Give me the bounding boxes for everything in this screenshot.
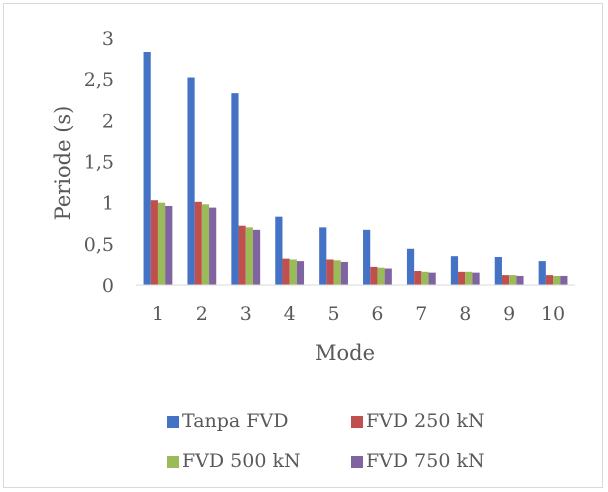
bar-tanpa-fvd-mode-10 — [538, 261, 546, 285]
y-tick-label: 1 — [102, 193, 114, 215]
bar-fvd-750-kn-mode-9 — [516, 275, 524, 285]
plot-area — [143, 51, 568, 286]
bar-fvd-500-kn-mode-10 — [553, 275, 561, 285]
x-axis-ticks: 1 2 3 4 5 6 7 8 9 10 — [152, 303, 565, 325]
bar-fvd-750-kn-mode-4 — [296, 261, 305, 285]
chart-frame — [3, 3, 603, 488]
bar-fvd-750-kn-mode-7 — [428, 272, 436, 285]
bar-fvd-500-kn-mode-3 — [245, 227, 253, 285]
bar-fvd-250-kn-mode-9 — [501, 275, 510, 285]
legend-label: FVD 750 kN — [366, 450, 485, 472]
legend-label: Tanpa FVD — [182, 410, 288, 432]
bar-tanpa-fvd-mode-9 — [494, 257, 502, 285]
y-tick-label: 0 — [102, 275, 114, 297]
x-tick-label: 1 — [152, 303, 164, 325]
x-tick-label: 10 — [541, 303, 565, 325]
bar-fvd-250-kn-mode-6 — [370, 266, 378, 285]
bar-tanpa-fvd-mode-8 — [450, 256, 459, 285]
y-axis-ticks: 0 0,5 1 1,5 2 2,5 3 — [84, 28, 114, 297]
bar-fvd-750-kn-mode-2 — [209, 207, 217, 285]
legend-swatch-tanpa-fvd — [167, 416, 179, 428]
bar-fvd-250-kn-mode-1 — [150, 200, 158, 285]
bar-fvd-250-kn-mode-5 — [326, 259, 334, 285]
bar-fvd-500-kn-mode-7 — [421, 271, 429, 285]
x-tick-label: 3 — [240, 303, 252, 325]
x-tick-label: 9 — [503, 303, 515, 325]
bar-fvd-750-kn-mode-8 — [472, 272, 480, 285]
bar-tanpa-fvd-mode-7 — [406, 248, 415, 285]
legend-label: FVD 500 kN — [182, 450, 301, 472]
y-tick-label: 2,5 — [84, 69, 114, 91]
bar-tanpa-fvd-mode-4 — [275, 216, 283, 285]
bar-tanpa-fvd-mode-5 — [319, 227, 327, 285]
x-tick-label: 4 — [284, 303, 296, 325]
bar-fvd-250-kn-mode-3 — [238, 225, 246, 285]
x-tick-label: 8 — [459, 303, 471, 325]
bar-fvd-500-kn-mode-9 — [509, 275, 517, 285]
bar-fvd-500-kn-mode-2 — [201, 204, 210, 285]
legend-swatch-fvd-500-kn — [167, 456, 179, 468]
bar-fvd-500-kn-mode-1 — [157, 202, 166, 285]
bar-fvd-750-kn-mode-5 — [340, 261, 348, 285]
y-tick-label: 0,5 — [84, 234, 114, 256]
bar-fvd-500-kn-mode-8 — [465, 271, 473, 285]
x-axis-title: Mode — [315, 341, 375, 365]
bar-tanpa-fvd-mode-6 — [363, 229, 371, 285]
y-tick-label: 2 — [102, 110, 114, 132]
x-tick-label: 6 — [371, 303, 383, 325]
bar-fvd-750-kn-mode-10 — [560, 275, 568, 285]
legend-swatch-fvd-750-kn — [351, 456, 363, 468]
legend-swatch-fvd-250-kn — [351, 416, 363, 428]
x-tick-label: 5 — [328, 303, 340, 325]
bar-fvd-500-kn-mode-5 — [333, 260, 341, 285]
bar-fvd-500-kn-mode-6 — [377, 267, 385, 285]
bar-fvd-500-kn-mode-4 — [289, 259, 297, 285]
x-tick-label: 7 — [415, 303, 427, 325]
bar-tanpa-fvd-mode-1 — [143, 51, 151, 285]
bar-fvd-750-kn-mode-6 — [384, 268, 392, 285]
bar-fvd-250-kn-mode-7 — [414, 271, 422, 285]
x-tick-label: 2 — [196, 303, 208, 325]
bar-tanpa-fvd-mode-2 — [187, 77, 195, 286]
bar-fvd-750-kn-mode-3 — [252, 229, 261, 285]
legend-label: FVD 250 kN — [366, 410, 485, 432]
bar-tanpa-fvd-mode-3 — [231, 93, 239, 285]
bar-fvd-250-kn-mode-4 — [282, 258, 290, 285]
bar-fvd-750-kn-mode-1 — [165, 205, 173, 285]
y-axis-title: Periode (s) — [51, 106, 75, 221]
bar-fvd-250-kn-mode-2 — [194, 201, 202, 285]
legend: Tanpa FVD FVD 250 kN FVD 500 kN FVD 750 kN — [167, 410, 485, 472]
bar-fvd-250-kn-mode-10 — [545, 275, 554, 285]
bar-fvd-250-kn-mode-8 — [458, 271, 466, 285]
y-tick-label: 3 — [102, 28, 114, 50]
y-tick-label: 1,5 — [84, 152, 114, 174]
